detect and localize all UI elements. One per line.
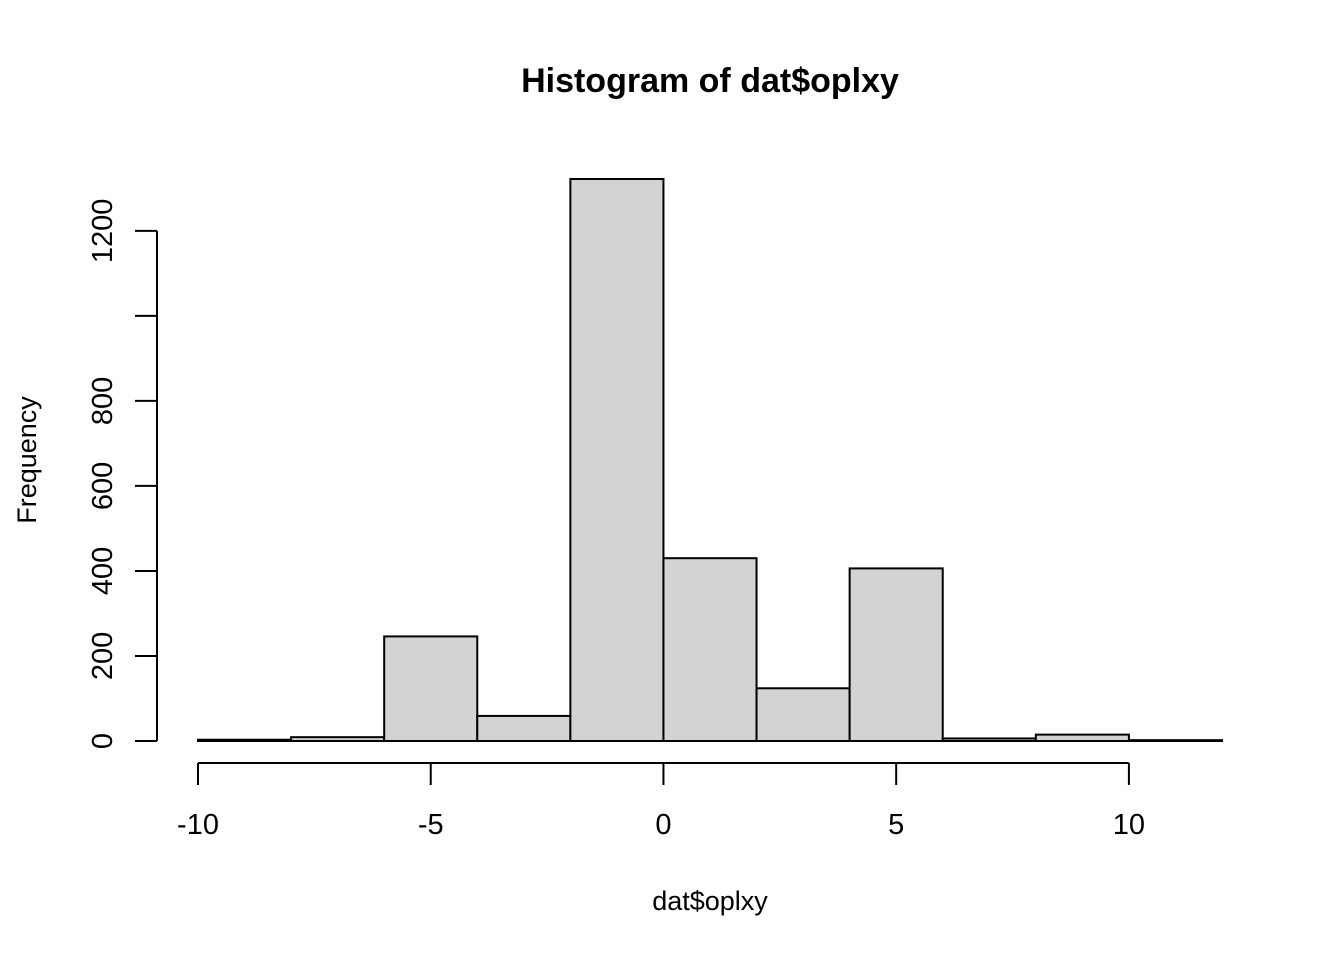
- x-tick-label: 5: [888, 809, 904, 841]
- x-axis: -10 -5 0 5 10: [177, 762, 1145, 841]
- histogram-bar: [1034, 733, 1130, 742]
- y-axis-label: Frequency: [12, 396, 42, 524]
- y-tick-label: 800: [87, 377, 119, 425]
- y-tick-label: 1200: [87, 199, 119, 264]
- histogram-bar: [1127, 739, 1223, 743]
- y-tick-label: 600: [87, 462, 119, 510]
- histogram-bar: [197, 738, 293, 743]
- histogram-bar: [941, 737, 1037, 743]
- y-tick-label: 200: [87, 632, 119, 680]
- x-axis-label: dat$oplxy: [652, 886, 768, 916]
- x-tick-label: 0: [655, 809, 671, 841]
- x-tick-label: 10: [1113, 809, 1145, 841]
- histogram-bar: [383, 635, 479, 742]
- y-tick-label: 400: [87, 547, 119, 595]
- x-tick-label: -10: [177, 809, 219, 841]
- histogram-bar: [476, 714, 572, 743]
- x-tick-label: -5: [418, 809, 444, 841]
- y-axis: 0 200 400 600 800 1200: [87, 199, 158, 749]
- histogram-bar: [569, 178, 665, 742]
- histogram-bar: [848, 567, 944, 742]
- y-tick-label: 0: [87, 733, 119, 749]
- bars-group: [197, 178, 1223, 743]
- chart-title: Histogram of dat$oplxy: [521, 62, 899, 100]
- histogram-bar: [290, 736, 386, 742]
- histogram-bar: [755, 687, 851, 743]
- histogram-bar: [662, 557, 758, 743]
